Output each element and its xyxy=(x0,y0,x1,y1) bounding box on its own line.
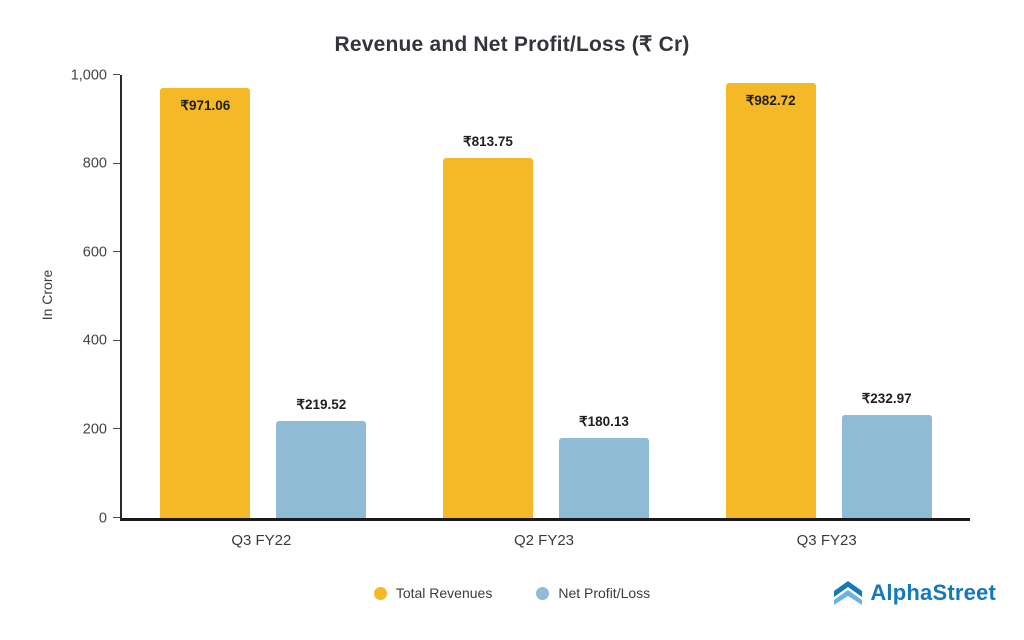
y-tick-mark xyxy=(113,162,120,164)
alphastreet-logo-icon xyxy=(834,581,863,605)
y-tick-label: 600 xyxy=(82,243,107,260)
alphastreet-logo-text: AlphaStreet xyxy=(870,580,996,605)
y-tick-mark xyxy=(113,428,120,430)
legend-label-net-profit-loss: Net Profit/Loss xyxy=(558,585,651,601)
bar-group-q3-fy22: ₹971.06 ₹219.52 xyxy=(160,75,367,518)
legend-dot-net-profit-loss xyxy=(536,586,550,600)
legend-dot-total-revenues xyxy=(373,586,387,600)
bar-net-profit-loss-q3-fy22: ₹219.52 xyxy=(276,397,367,518)
bar-total-revenues-q2-fy23: ₹813.75 xyxy=(443,134,533,518)
plot-area: 0 200 400 600 800 1,000 ₹971.06 ₹219.52 ₹813.75 ₹… xyxy=(71,68,970,525)
y-tick-label: 800 xyxy=(82,155,107,172)
y-tick-label: 1,000 xyxy=(70,66,107,83)
y-tick-mark xyxy=(113,74,120,75)
bar-value-label: ₹232.97 xyxy=(861,390,912,406)
bar-value-label: ₹219.52 xyxy=(296,396,347,412)
bar-group-q3-fy23: ₹982.72 ₹232.97 xyxy=(725,75,932,518)
bar-group-q2-fy23: ₹813.75 ₹180.13 xyxy=(443,75,649,518)
x-axis-label-q3-fy23: Q3 FY23 xyxy=(796,532,857,549)
bar-total-revenues-q3-fy23: ₹982.72 xyxy=(725,82,816,518)
bar-value-label: ₹971.06 xyxy=(180,97,231,113)
bar-value-label: ₹180.13 xyxy=(579,414,629,430)
legend-item-net-profit-loss: Net Profit/Loss xyxy=(536,585,650,601)
x-axis-labels: Q3 FY22 Q2 FY23 Q3 FY23 xyxy=(120,532,968,554)
bar-value-label: ₹982.72 xyxy=(745,92,796,108)
legend-label-total-revenues: Total Revenues xyxy=(395,585,493,601)
x-axis-label-q2-fy23: Q2 FY23 xyxy=(513,532,575,549)
legend-item-total-revenues: Total Revenues xyxy=(373,585,493,601)
y-tick-mark xyxy=(113,339,120,341)
y-tick-label: 400 xyxy=(82,332,107,349)
bar-value-label: ₹813.75 xyxy=(463,133,513,149)
chart-title: Revenue and Net Profit/Loss (₹ Cr) xyxy=(334,33,690,56)
y-axis-title: In Crore xyxy=(39,269,55,321)
y-tick-label: 200 xyxy=(82,421,107,438)
y-tick-label: 0 xyxy=(98,509,107,526)
y-tick-mark xyxy=(113,517,120,518)
x-axis-label-q3-fy22: Q3 FY22 xyxy=(231,532,292,549)
bar-total-revenues-q3-fy22: ₹971.06 xyxy=(160,87,251,518)
legend: Total Revenues Net Profit/Loss xyxy=(0,585,1024,601)
alphastreet-brand: AlphaStreet xyxy=(833,580,996,606)
bar-net-profit-loss-q2-fy23: ₹180.13 xyxy=(559,414,649,518)
bar-net-profit-loss-q3-fy23: ₹232.97 xyxy=(841,391,932,518)
y-tick-mark xyxy=(113,251,120,253)
